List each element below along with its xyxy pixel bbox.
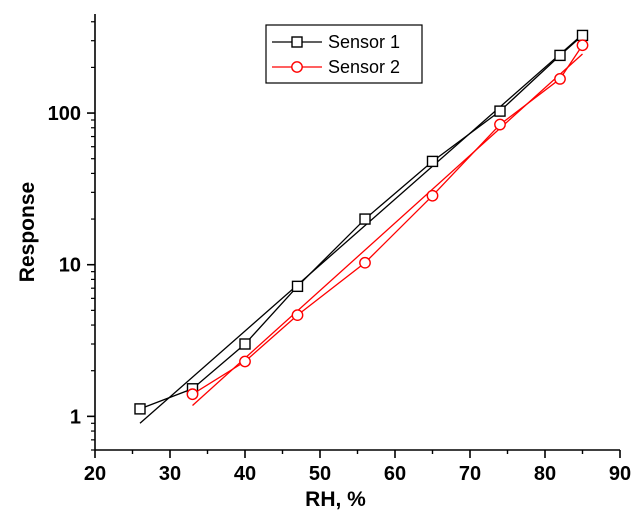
y-tick-label: 100 (48, 103, 81, 125)
data-point (426, 155, 439, 168)
data-point (239, 338, 251, 350)
x-tick-label: 60 (384, 463, 406, 485)
data-point (359, 256, 371, 269)
x-tick-label: 20 (84, 463, 106, 485)
axes-layer: 20 30 40 50 60 70 80 90 1 10 100 (48, 14, 631, 485)
series-line (192, 44, 584, 395)
data-point (134, 403, 146, 415)
x-tick-label: 80 (534, 463, 556, 485)
data-point (291, 280, 304, 293)
x-axis-title: RH, % (305, 488, 366, 511)
data-point (359, 213, 371, 225)
data-point (576, 29, 589, 42)
y-tick-label: 10 (59, 255, 81, 277)
x-tick-label: 50 (309, 463, 331, 485)
data-point (186, 388, 199, 401)
data-point (239, 355, 251, 368)
legend-box (265, 24, 423, 84)
legend-marker (291, 36, 303, 48)
y-tick-label: 1 (70, 406, 81, 428)
x-tick-label: 40 (234, 463, 256, 485)
data-point (554, 49, 566, 62)
x-tick-label: 70 (459, 463, 481, 485)
data-point (426, 189, 439, 202)
series-layer (134, 29, 589, 424)
y-axis-title: Response (16, 182, 39, 282)
legend-label: Sensor 2 (328, 57, 400, 77)
fit-line (139, 33, 583, 424)
data-point (291, 309, 304, 322)
series-2 (186, 39, 589, 406)
legend-marker (291, 61, 303, 73)
data-point (494, 118, 506, 131)
series-1 (134, 29, 589, 424)
data-point (554, 72, 566, 85)
x-tick-label: 30 (159, 463, 181, 485)
data-point (576, 39, 589, 52)
legend: Sensor 1 Sensor 2 (265, 24, 423, 84)
legend-label: Sensor 1 (328, 32, 400, 52)
fit-line (192, 53, 583, 406)
data-point (494, 105, 506, 117)
x-tick-label: 90 (609, 463, 631, 485)
